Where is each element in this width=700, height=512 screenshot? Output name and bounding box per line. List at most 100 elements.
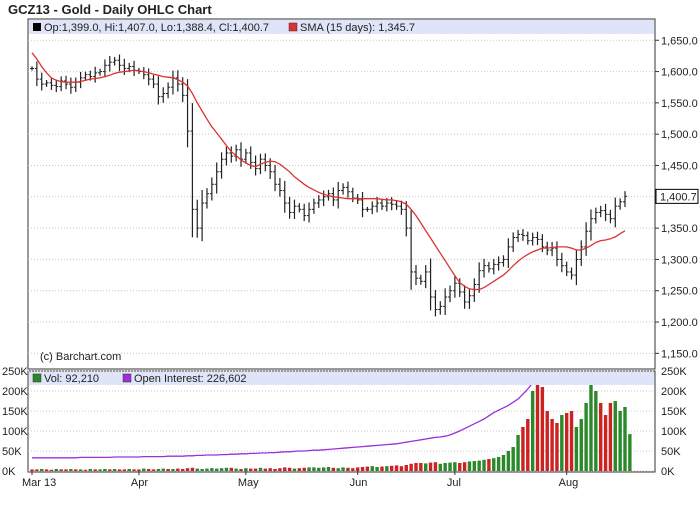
volume-bar: [331, 467, 336, 471]
volume-bar: [244, 468, 248, 471]
volume-y-tick-label-left: 0K: [2, 466, 16, 478]
volume-bar: [59, 469, 63, 471]
volume-bar: [268, 468, 272, 471]
ohlc-bar: [297, 203, 302, 213]
volume-bar: [151, 469, 156, 471]
volume-y-tick-label-right: 200K: [661, 386, 687, 398]
volume-bar: [584, 403, 588, 471]
volume-legend-swatch: [32, 373, 42, 383]
price-y-tick-label: 1,600.0: [661, 67, 698, 79]
volume-bar: [292, 468, 297, 471]
ohlc-bar: [341, 183, 346, 195]
volume-bar: [623, 407, 627, 471]
ohlc-bar: [161, 87, 166, 103]
volume-bar: [224, 467, 229, 471]
ohlc-bar: [200, 189, 205, 242]
ohlc-bar: [277, 178, 282, 197]
price-y-tick-label: 1,450.0: [661, 160, 698, 172]
ohlc-bar: [190, 103, 195, 238]
volume-bar: [521, 427, 525, 471]
ohlc-bar: [151, 75, 156, 89]
ohlc-bar: [175, 70, 180, 92]
ohlc-bar: [448, 285, 453, 303]
volume-y-tick-label-right: 150K: [661, 406, 687, 418]
ohlc-bar: [588, 209, 593, 241]
sma-legend-text: SMA (15 days): 1,345.7: [300, 22, 415, 34]
ohlc-bar: [375, 196, 380, 213]
volume-bar: [433, 462, 438, 471]
volume-bar: [103, 469, 107, 471]
volume-bar: [35, 469, 39, 471]
ohlc-bar: [146, 68, 151, 86]
ohlc-bar: [423, 265, 428, 289]
ohlc-bar: [482, 258, 487, 278]
ohlc-bar: [477, 262, 482, 293]
ohlc-bar: [520, 229, 525, 241]
volume-y-axis: 0K 0K 50K 50K 100K 100K 150K 150K 200K 200K 250K 25…: [2, 366, 687, 478]
volume-bar: [560, 415, 564, 471]
volume-bar: [385, 466, 389, 471]
volume-bar: [69, 469, 73, 471]
ohlc-bar: [438, 301, 443, 315]
ohlc-bar: [516, 229, 521, 242]
ohlc-bar: [107, 55, 112, 72]
volume-bar: [176, 468, 180, 471]
ohlc-bar: [418, 274, 423, 285]
ohlc-bar: [530, 232, 535, 246]
volume-bar: [180, 469, 185, 471]
ohlc-bar: [574, 249, 579, 286]
ohlc-bar: [608, 209, 613, 224]
volume-bar: [608, 403, 613, 471]
ohlc-bar: [117, 54, 122, 72]
volume-bar: [258, 467, 263, 471]
price-y-tick-label: 1,650.0: [661, 35, 698, 47]
ohlc-bar: [59, 76, 64, 92]
volume-bar: [112, 469, 117, 471]
volume-bar: [453, 462, 457, 471]
volume-bar: [346, 467, 350, 471]
volume-bar: [603, 415, 608, 471]
volume-bar: [253, 468, 258, 471]
ohlc-legend-text: Op:1,399.0, Hi:1,407.0, Lo:1,388.4, Cl:1…: [44, 22, 269, 34]
volume-bars: [30, 379, 632, 471]
ohlc-bar: [112, 56, 117, 66]
price-y-tick-label: 1,150.0: [661, 348, 698, 360]
ohlc-bar: [307, 202, 312, 223]
volume-bar: [219, 468, 224, 471]
ohlc-bar: [550, 242, 555, 257]
last-price-tag-box: [655, 188, 699, 204]
volume-bar: [501, 455, 506, 471]
volume-bar: [307, 467, 311, 471]
ohlc-bar: [44, 80, 49, 87]
volume-bar: [399, 466, 404, 471]
ohlc-bar: [370, 201, 375, 215]
volume-bar: [195, 468, 199, 471]
volume-bar: [351, 468, 355, 471]
volume-bar: [117, 469, 122, 471]
ohlc-bar: [603, 203, 608, 222]
volume-bar: [283, 467, 287, 471]
volume-bar: [598, 403, 603, 471]
volume-y-tick-label-left: 150K: [2, 406, 28, 418]
volume-bar: [336, 468, 340, 471]
volume-bar: [341, 467, 345, 471]
volume-bar: [326, 467, 331, 471]
volume-bar: [555, 423, 559, 471]
ohlc-bar: [559, 252, 564, 273]
volume-bar: [249, 468, 253, 471]
ohlc-bar: [282, 180, 287, 213]
ohlc-bar: [204, 188, 209, 209]
volume-bar: [414, 463, 418, 471]
ohlc-bar: [540, 234, 545, 253]
volume-bar: [185, 468, 190, 471]
ohlc-bar: [462, 285, 467, 309]
volume-bar: [108, 469, 112, 471]
ohlc-bar: [93, 66, 98, 83]
ohlc-bar: [506, 238, 511, 269]
volume-bar: [394, 465, 399, 471]
ohlc-bar: [394, 200, 399, 210]
ohlc-bar: [618, 198, 623, 210]
ohlc-bar: [30, 66, 34, 71]
ohlc-legend-swatch: [33, 23, 41, 31]
volume-bar: [516, 435, 520, 471]
